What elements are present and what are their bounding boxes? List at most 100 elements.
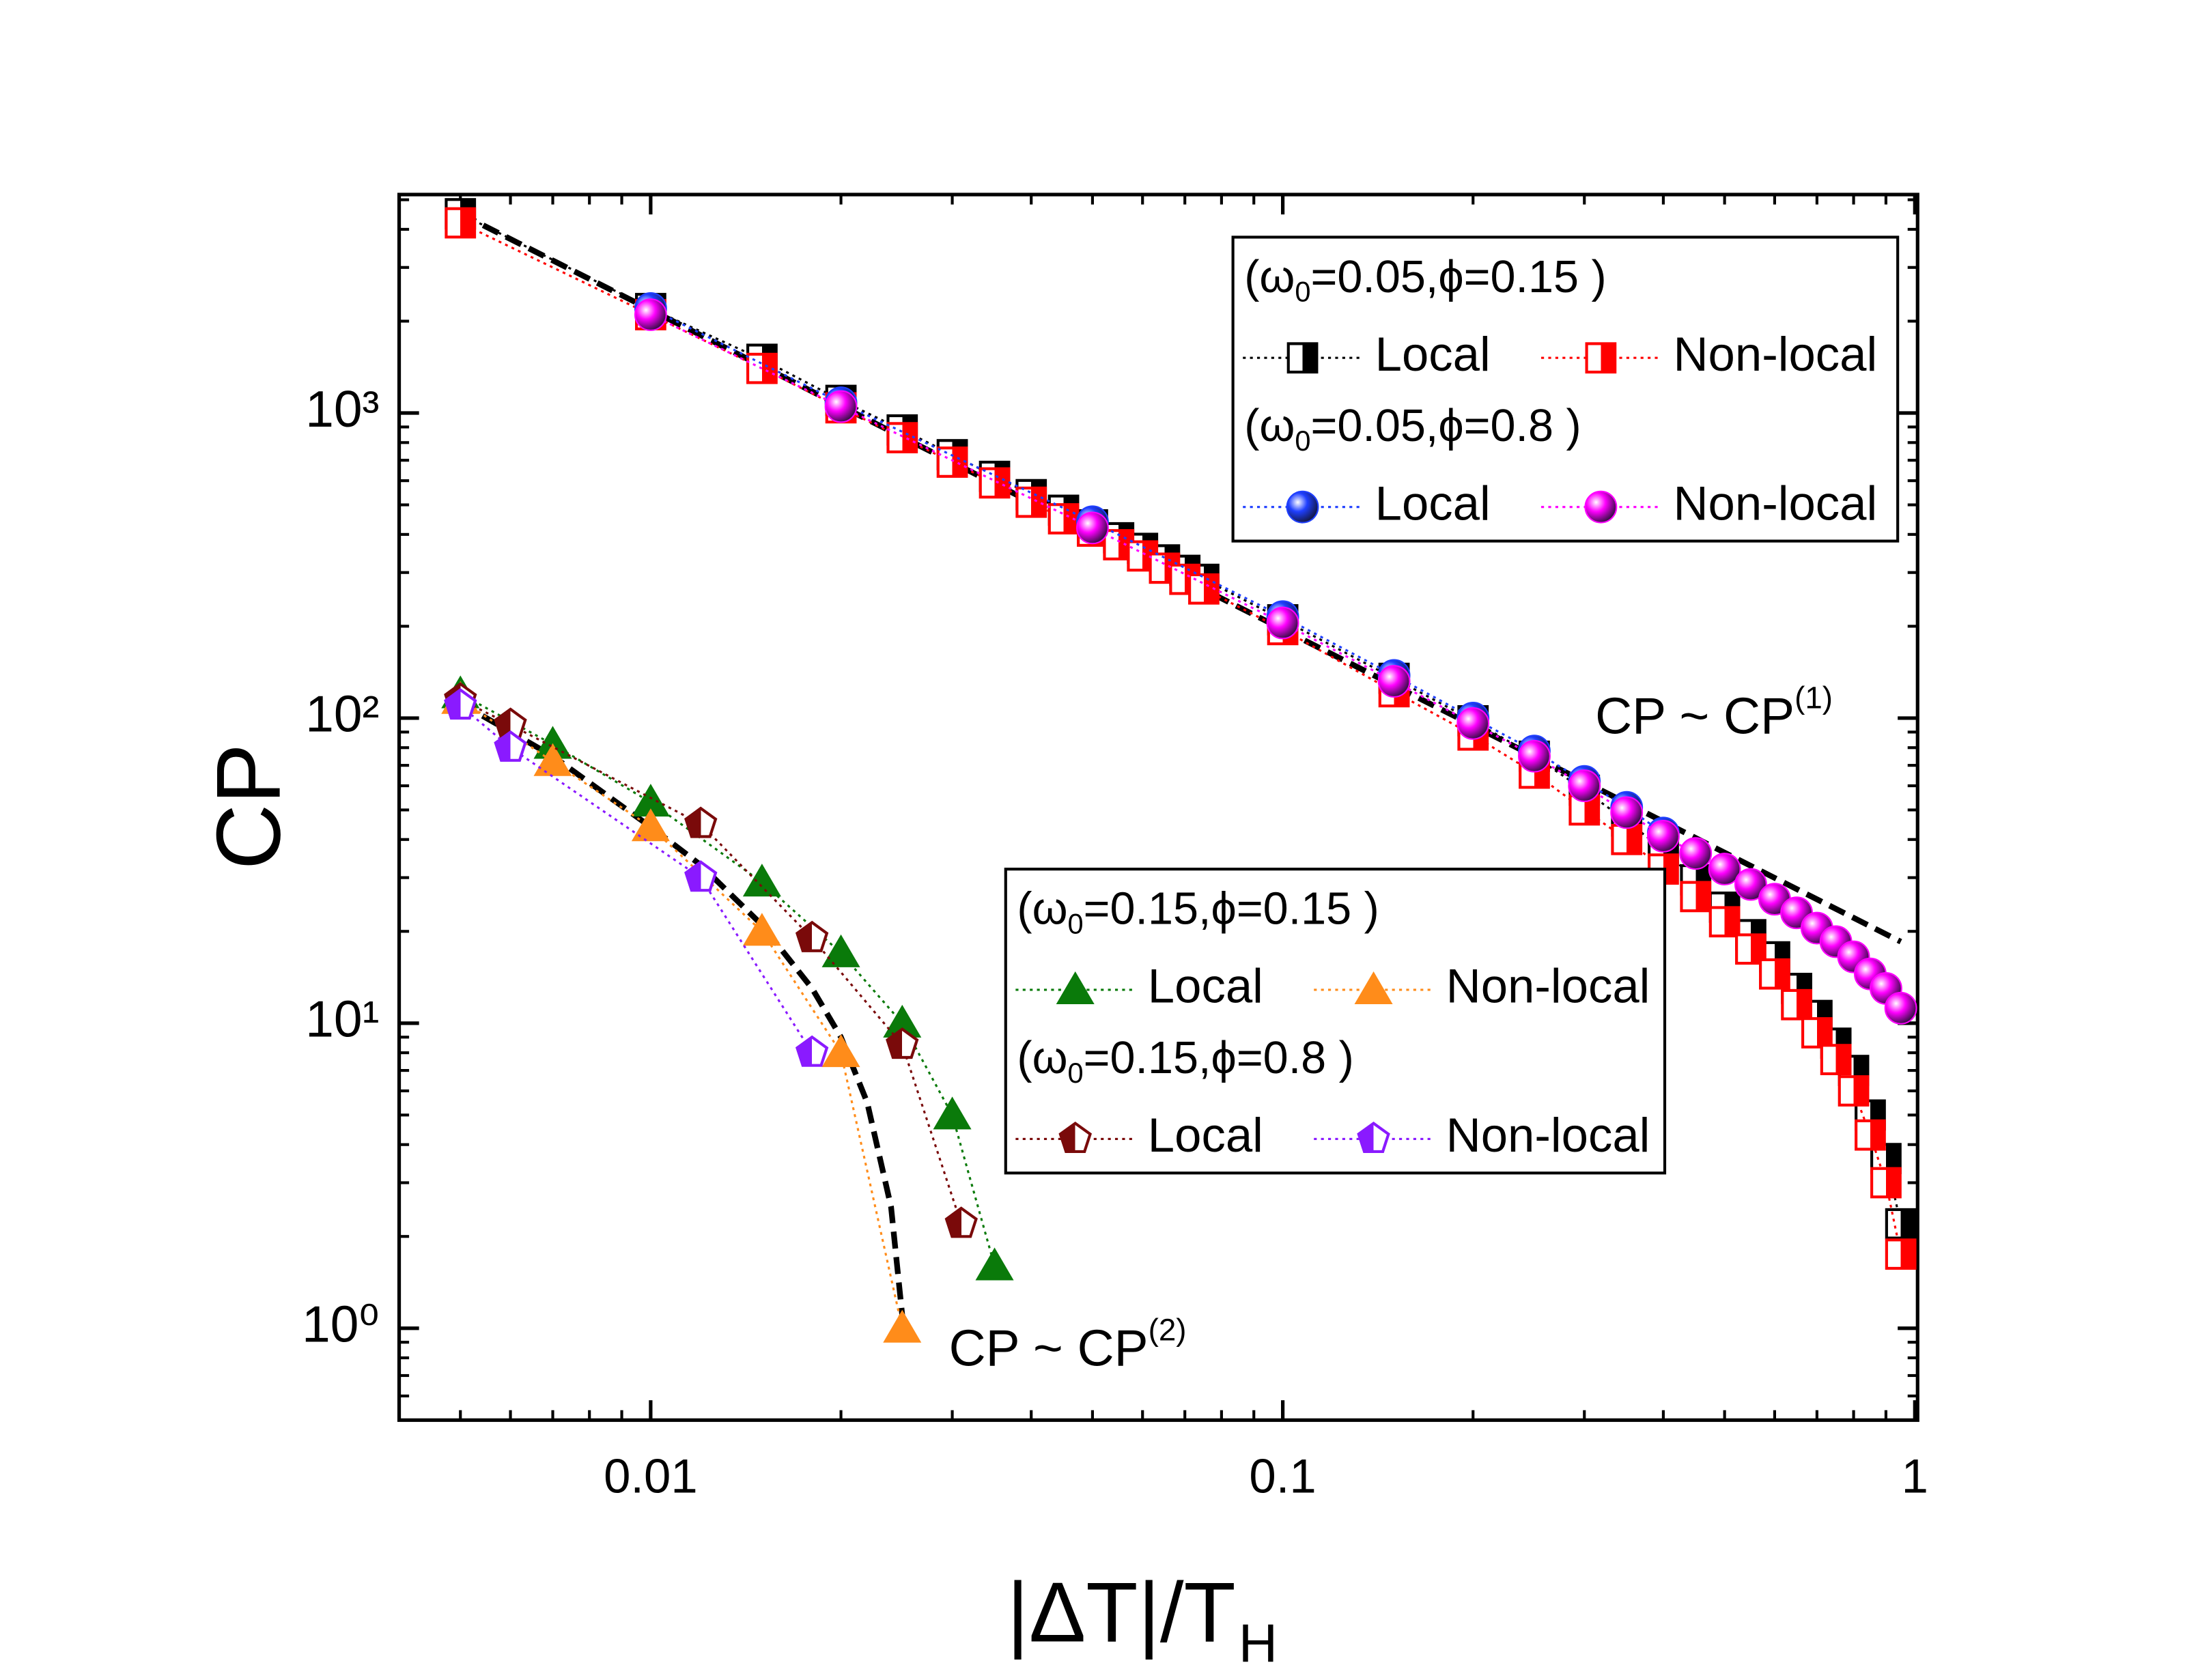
data-point — [795, 920, 829, 952]
series-line — [460, 698, 963, 1225]
data-point — [824, 390, 858, 423]
data-point — [936, 446, 968, 478]
data-point — [1885, 1238, 1917, 1270]
data-point — [1734, 868, 1767, 901]
data-point — [1855, 1119, 1886, 1151]
legend-label: Non-local — [1673, 476, 1877, 530]
data-point — [821, 934, 860, 967]
data-point — [975, 1247, 1014, 1281]
data-point — [1735, 933, 1766, 965]
legend-label: Local — [1148, 959, 1263, 1013]
legend-group-title: (ω0=0.15,ϕ=0.8 ) — [1017, 1033, 1353, 1089]
y-tick-label: 10¹ — [305, 991, 379, 1048]
annotation-sup: (1) — [1794, 681, 1833, 715]
legend-marker — [1585, 342, 1617, 374]
legend-label: Non-local — [1673, 327, 1877, 381]
legend-marker — [1286, 490, 1319, 524]
data-point — [1456, 707, 1490, 740]
data-point — [742, 913, 781, 946]
data-point — [1708, 906, 1741, 938]
data-point — [1568, 769, 1601, 802]
annotation: CP ~ CP(1) — [1595, 681, 1833, 745]
data-point — [944, 1206, 978, 1238]
legend-marker — [1357, 1121, 1390, 1153]
data-point — [1015, 486, 1047, 518]
plot-frame — [397, 193, 1919, 1422]
data-point — [684, 806, 718, 838]
y-axis-label: CP — [198, 743, 300, 870]
legend-group-title: (ω0=0.05,ϕ=0.8 ) — [1244, 401, 1581, 457]
data-point — [494, 730, 527, 762]
data-point — [1680, 881, 1712, 913]
data-point — [1377, 665, 1411, 698]
legend-group-title: (ω0=0.15,ϕ=0.15 ) — [1017, 883, 1379, 939]
data-point — [1801, 1017, 1833, 1049]
y-tick-label: 10³ — [305, 380, 379, 438]
x-tick-label: 1 — [1902, 1449, 1928, 1503]
data-point — [445, 207, 477, 239]
data-point — [1870, 1167, 1902, 1199]
y-tick-label: 10⁰ — [302, 1296, 379, 1353]
data-point — [444, 688, 477, 720]
data-point — [1884, 991, 1917, 1025]
data-point — [1708, 853, 1741, 886]
series-line — [460, 704, 813, 1053]
legend-marker — [1286, 342, 1319, 374]
legend-group-suffix: =0.05,ϕ=0.8 ) — [1311, 401, 1581, 451]
data-point — [979, 467, 1011, 499]
legend-group-prefix: (ω — [1244, 401, 1295, 451]
data-point — [1679, 837, 1713, 870]
data-point — [1610, 796, 1644, 829]
data-point — [1838, 1075, 1870, 1107]
x-axis-label-sub: H — [1239, 1612, 1278, 1673]
data-point — [795, 1035, 829, 1067]
legend-group-title: (ω0=0.05,ϕ=0.15 ) — [1244, 251, 1606, 307]
data-point — [634, 298, 667, 331]
data-point — [533, 743, 572, 776]
legend-group-sub: 0 — [1068, 1057, 1084, 1089]
x-tick-label: 0.1 — [1249, 1449, 1316, 1503]
y-tick-label: 10² — [305, 685, 379, 743]
x-tick-label: 0.01 — [604, 1449, 698, 1503]
legend-box — [1004, 868, 1667, 1175]
legend-marker — [1058, 1121, 1093, 1153]
legend-marker — [1354, 971, 1393, 1004]
legend-group-sub: 0 — [1068, 907, 1084, 939]
x-axis-label: |ΔT|/T — [1006, 1565, 1235, 1660]
data-point — [886, 422, 918, 454]
legend-label: Local — [1375, 327, 1491, 381]
legend-label: Non-local — [1446, 959, 1650, 1013]
series-line — [650, 307, 1664, 834]
data-point — [1646, 820, 1680, 853]
data-point — [742, 864, 781, 897]
legend-label: Local — [1375, 476, 1491, 530]
legend-box — [1231, 236, 1900, 543]
annotation-text: CP ~ CP — [1595, 687, 1794, 744]
annotation: CP ~ CP(2) — [949, 1312, 1187, 1376]
data-point — [1611, 823, 1643, 855]
data-point — [1885, 1208, 1917, 1240]
legend-label: Local — [1148, 1108, 1263, 1162]
legend-label: Non-local — [1446, 1108, 1650, 1162]
legend-group-suffix: =0.15,ϕ=0.8 ) — [1084, 1033, 1354, 1083]
legend-group-prefix: (ω — [1017, 883, 1067, 934]
legend-marker — [1584, 490, 1618, 524]
data-point — [1266, 606, 1299, 640]
data-point — [883, 1309, 922, 1343]
data-point — [886, 1027, 919, 1059]
series-line — [460, 693, 996, 1267]
data-point — [1820, 1044, 1852, 1075]
legend-group-prefix: (ω — [1017, 1033, 1067, 1083]
data-point — [1781, 988, 1812, 1021]
legend-group-sub: 0 — [1295, 425, 1310, 457]
data-point — [1518, 739, 1551, 773]
legend-group-suffix: =0.05,ϕ=0.15 ) — [1311, 251, 1607, 302]
data-point — [933, 1096, 972, 1130]
series-line — [460, 698, 903, 1329]
data-point — [684, 860, 718, 892]
annotation-sup: (2) — [1149, 1312, 1187, 1347]
legend-group-prefix: (ω — [1244, 251, 1295, 302]
annotation-text: CP ~ CP — [949, 1319, 1149, 1376]
